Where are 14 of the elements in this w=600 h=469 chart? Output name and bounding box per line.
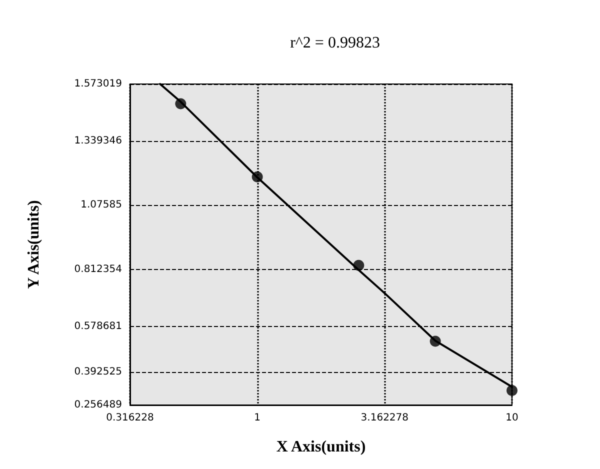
y-tick-label: 0.578681 — [74, 320, 122, 332]
x-tick-label: 1 — [254, 412, 261, 424]
y-tick-label: 0.392525 — [74, 366, 122, 378]
y-tick-label: 0.812354 — [74, 264, 122, 275]
y-tick-label: 1.339346 — [74, 135, 122, 146]
x-tick-label: 0.316228 — [106, 412, 154, 424]
y-axis-title: Y Axis(units) — [26, 200, 42, 289]
y-tick-label: 0.256489 — [74, 400, 122, 410]
y-tick-label: 1.07585 — [80, 200, 122, 211]
chart-title: r^2 = 0.99823 — [290, 34, 380, 52]
x-tick-label: 10 — [506, 412, 518, 424]
y-tick-label: 1.573019 — [74, 78, 122, 90]
x-tick-label: 3.162278 — [360, 412, 409, 424]
x-axis-title: X Axis(units) — [276, 438, 366, 456]
